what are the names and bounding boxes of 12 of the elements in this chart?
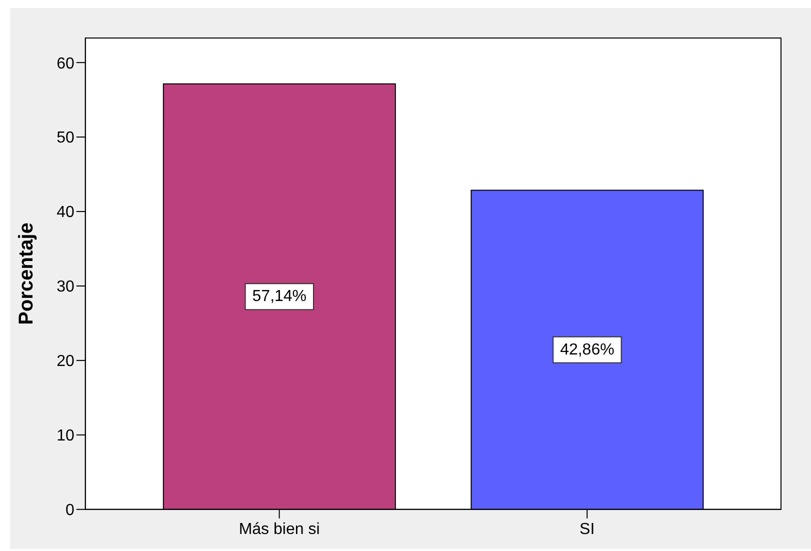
x-tick-label: Más bien si (238, 520, 320, 538)
y-tick-label: 50 (56, 130, 74, 147)
y-tick-label: 10 (56, 428, 74, 445)
data-label: 57,14% (252, 288, 307, 306)
y-tick-label: 60 (56, 55, 74, 72)
y-tick-label: 40 (56, 204, 74, 222)
y-tick-label: 0 (65, 502, 74, 520)
data-label: 42,86% (560, 341, 614, 358)
y-tick-label: 30 (56, 278, 74, 296)
x-tick-label: SI (580, 520, 595, 538)
y-axis-title: Porcentaje (15, 222, 38, 325)
y-tick-label: 20 (56, 353, 74, 370)
